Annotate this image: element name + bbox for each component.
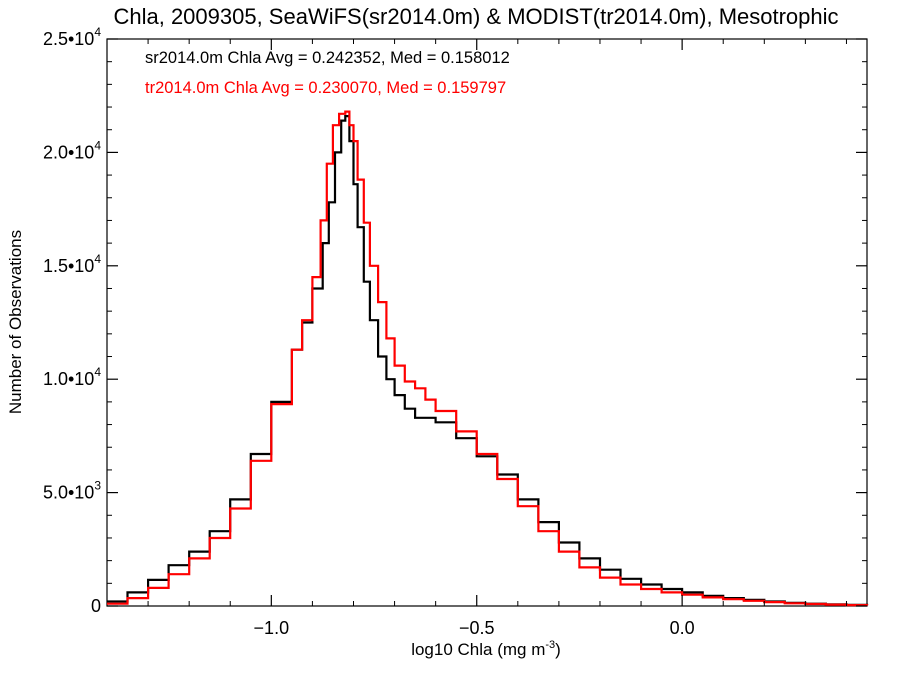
y-tick-label: 1.0•104 [43,365,101,389]
x-axis-label: log10 Chla (mg m-3) [411,639,561,659]
y-tick-label: 2.0•104 [43,138,101,162]
y-tick-label: 5.0•103 [43,479,101,503]
series-layer [107,110,869,607]
x-tick-label: −1.0 [254,618,290,638]
x-axis-label-sup: -3 [545,639,555,651]
tick-layer: −1.0 −0.5 0.0 0 5.0•103 1.0•104 1.5•104 2.0•104… [43,25,867,638]
y-tick-label: 0 [91,596,101,616]
series-2-line [107,110,869,607]
series-1-line [107,115,869,606]
legend-entry-2: tr2014.0m Chla Avg = 0.230070, Med = 0.1… [145,79,506,97]
legend-entry-1: sr2014.0m Chla Avg = 0.242352, Med = 0.1… [145,49,510,67]
y-tick-label: 2.5•104 [43,25,101,49]
chart-title: Chla, 2009305, SeaWiFS(sr2014.0m) & MODI… [113,4,838,29]
y-tick-label: 1.5•104 [43,252,101,276]
x-axis-label-close: ) [555,640,561,659]
plot-frame [106,38,868,607]
y-axis-label: Number of Observations [6,230,25,414]
x-tick-label: 0.0 [670,618,695,638]
x-axis-label-main: log10 Chla (mg m [411,640,545,659]
x-tick-label: −0.5 [459,618,495,638]
